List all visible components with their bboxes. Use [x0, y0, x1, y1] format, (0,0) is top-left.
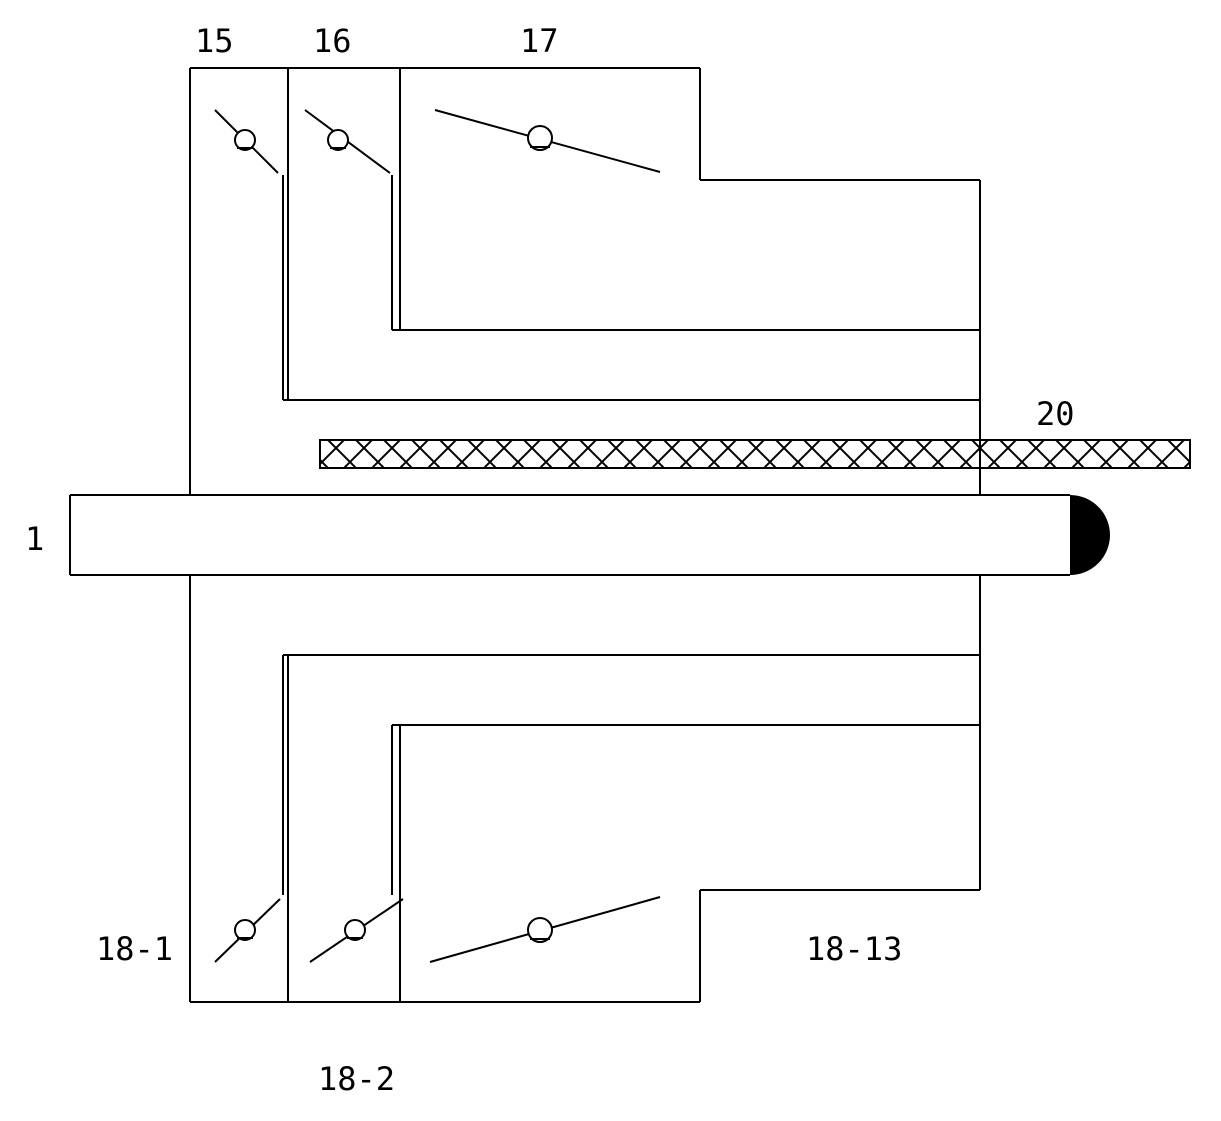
label-18-2: 18-2 — [318, 1060, 395, 1098]
top-pipe-15 — [190, 68, 288, 495]
label-15: 15 — [195, 22, 234, 60]
label-18-13: 18-13 — [806, 930, 902, 968]
label-20: 20 — [1036, 395, 1075, 433]
end-dome — [1070, 495, 1110, 575]
label-16: 16 — [313, 22, 352, 60]
label-18-1: 18-1 — [96, 930, 173, 968]
label-17: 17 — [520, 22, 559, 60]
top-pipe-17 — [392, 68, 980, 495]
main-horizontal-bar — [70, 495, 1070, 575]
top-pipe-16 — [283, 68, 980, 400]
label-1: 1 — [25, 520, 44, 558]
bottom-pipe-18-1 — [190, 575, 288, 1002]
hatched-bar-20 — [320, 440, 1190, 468]
technical-diagram — [0, 0, 1221, 1121]
